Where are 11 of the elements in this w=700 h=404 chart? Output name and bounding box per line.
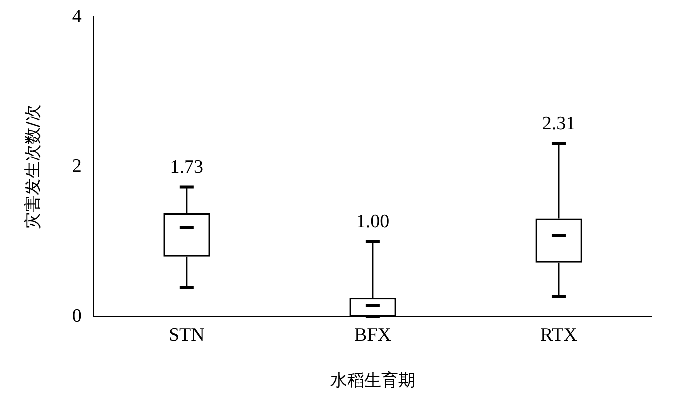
- y-axis-title: 灾害发生次数/次: [24, 104, 44, 230]
- x-tick-label: STN: [168, 325, 206, 346]
- y-tick-label: 4: [72, 6, 82, 28]
- y-tick-label: 0: [72, 306, 82, 327]
- annotation: 2.31: [542, 113, 576, 134]
- x-tick-label: BFX: [354, 325, 392, 346]
- x-tick-label: RTX: [540, 325, 578, 346]
- y-tick-label: 2: [72, 156, 82, 178]
- annotation: 1.73: [170, 156, 204, 178]
- x-axis-title: 水稻生育期: [330, 371, 416, 392]
- annotation: 1.00: [356, 211, 390, 232]
